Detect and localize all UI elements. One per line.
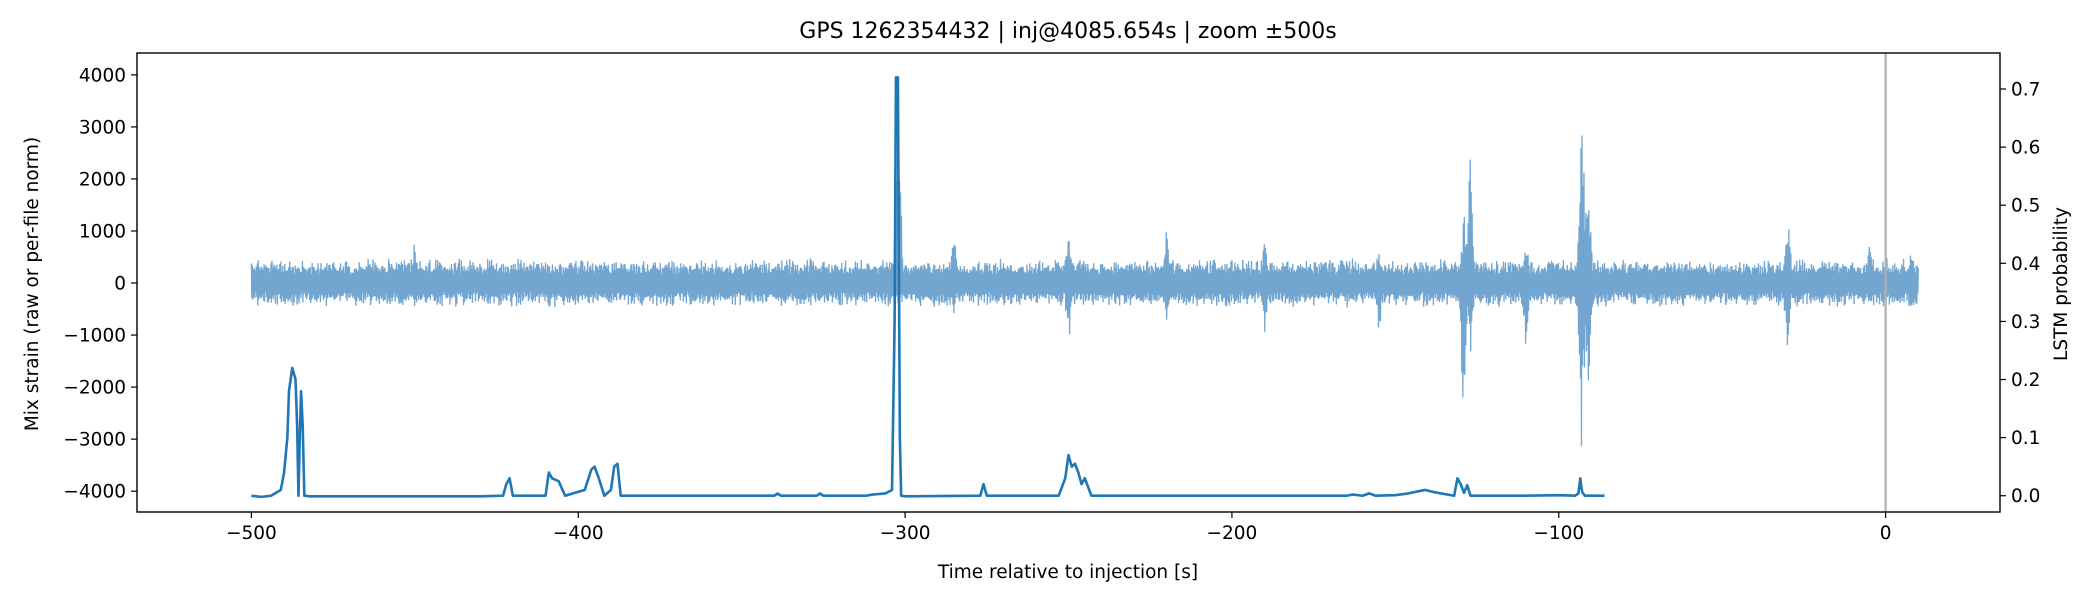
x-tick-label: −200 — [1207, 523, 1258, 544]
y-tick-label-left: 0 — [114, 274, 126, 295]
y-tick-label-right: 0.7 — [2011, 80, 2040, 101]
y-tick-label-left: 3000 — [79, 117, 126, 138]
x-tick-label: 0 — [1880, 523, 1892, 544]
lstm-probability-line — [251, 76, 1605, 499]
y-tick-label-left: −3000 — [63, 430, 126, 451]
y-tick-label-right: 0.0 — [2011, 486, 2040, 507]
plot-series-group — [250, 76, 1919, 499]
y-tick-label-left: 4000 — [79, 65, 126, 86]
plot-area — [250, 53, 1919, 512]
x-tick-label: −300 — [880, 523, 931, 544]
y-tick-label-right: 0.2 — [2011, 370, 2040, 391]
y-tick-label-right: 0.6 — [2011, 138, 2040, 159]
x-tick-label: −400 — [553, 523, 604, 544]
y-tick-label-left: 1000 — [79, 221, 126, 242]
x-axis-label: Time relative to injection [s] — [937, 562, 1198, 583]
y-tick-label-left: 2000 — [79, 169, 126, 190]
y-tick-label-right: 0.3 — [2011, 312, 2040, 333]
y-axis-label-left: Mix strain (raw or per-file norm) — [22, 137, 43, 431]
y-tick-label-left: −4000 — [63, 482, 126, 503]
axes: −500 −400 −300 −200 −100 040003000200010000−1… — [63, 52, 2040, 544]
chart-title: GPS 1262354432 | inj@4085.654s | zoom ±5… — [799, 19, 1336, 44]
x-tick-label: −500 — [226, 523, 277, 544]
y-tick-label-right: 0.4 — [2011, 254, 2040, 275]
y-tick-label-left: −1000 — [63, 326, 126, 347]
y-tick-label-right: 0.5 — [2011, 196, 2040, 217]
y-tick-label-left: −2000 — [63, 378, 126, 399]
strain-series-line — [250, 128, 1919, 446]
y-axis-label-right: LSTM probability — [2051, 207, 2072, 361]
y-tick-label-right: 0.1 — [2011, 428, 2040, 449]
x-tick-label: −100 — [1533, 523, 1584, 544]
